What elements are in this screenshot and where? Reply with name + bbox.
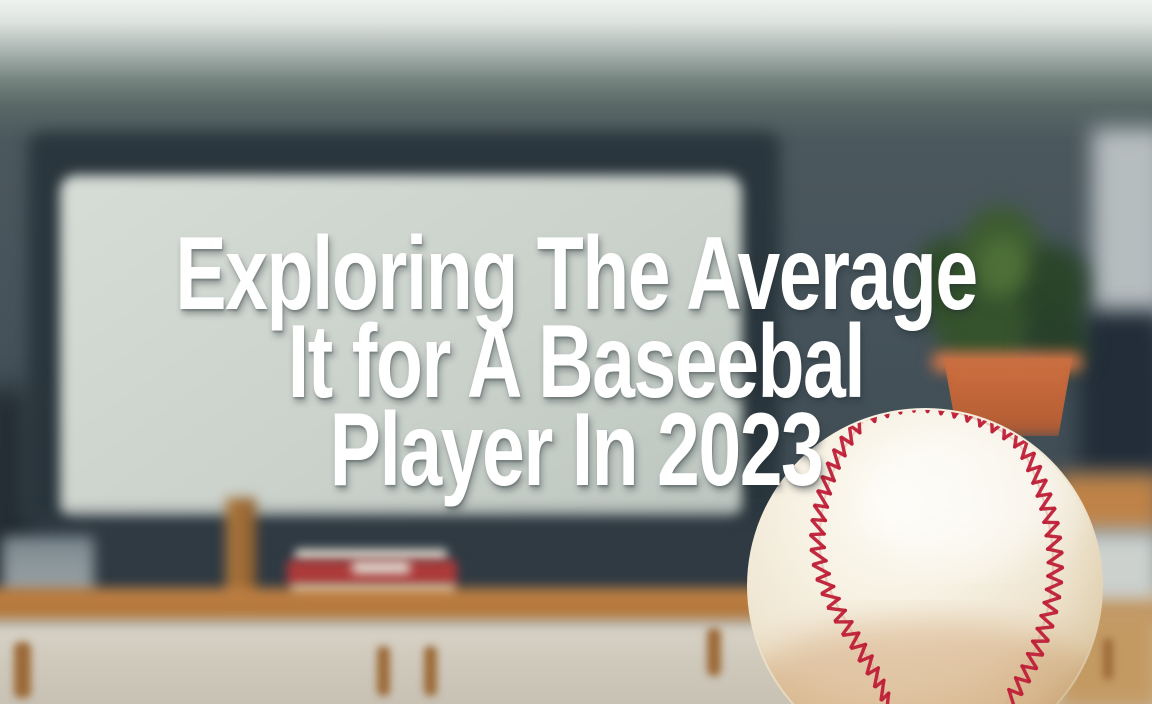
cabinet-handle xyxy=(424,646,437,696)
cabinet-handle xyxy=(707,628,721,676)
title-line-3: Player In 2023 xyxy=(329,392,824,508)
tv-screen xyxy=(60,175,742,523)
baseball-image xyxy=(747,408,1103,704)
cabinet-handle xyxy=(1103,638,1113,680)
title-line-1: Exploring The Average xyxy=(175,216,978,332)
title-line-2: It for A Baseebal xyxy=(287,304,866,420)
cabinet-handle xyxy=(377,646,390,696)
cabinet-handle xyxy=(14,642,31,698)
media-box xyxy=(2,536,94,598)
right-dark-object xyxy=(1078,310,1152,472)
book-stack xyxy=(352,561,410,574)
book-stack xyxy=(295,549,447,562)
video-title: Exploring The Average It for A Baseebal … xyxy=(0,216,1152,508)
right-wall-panel xyxy=(1092,128,1152,332)
shelf-post xyxy=(226,498,256,604)
plant-leaf xyxy=(978,236,1028,296)
